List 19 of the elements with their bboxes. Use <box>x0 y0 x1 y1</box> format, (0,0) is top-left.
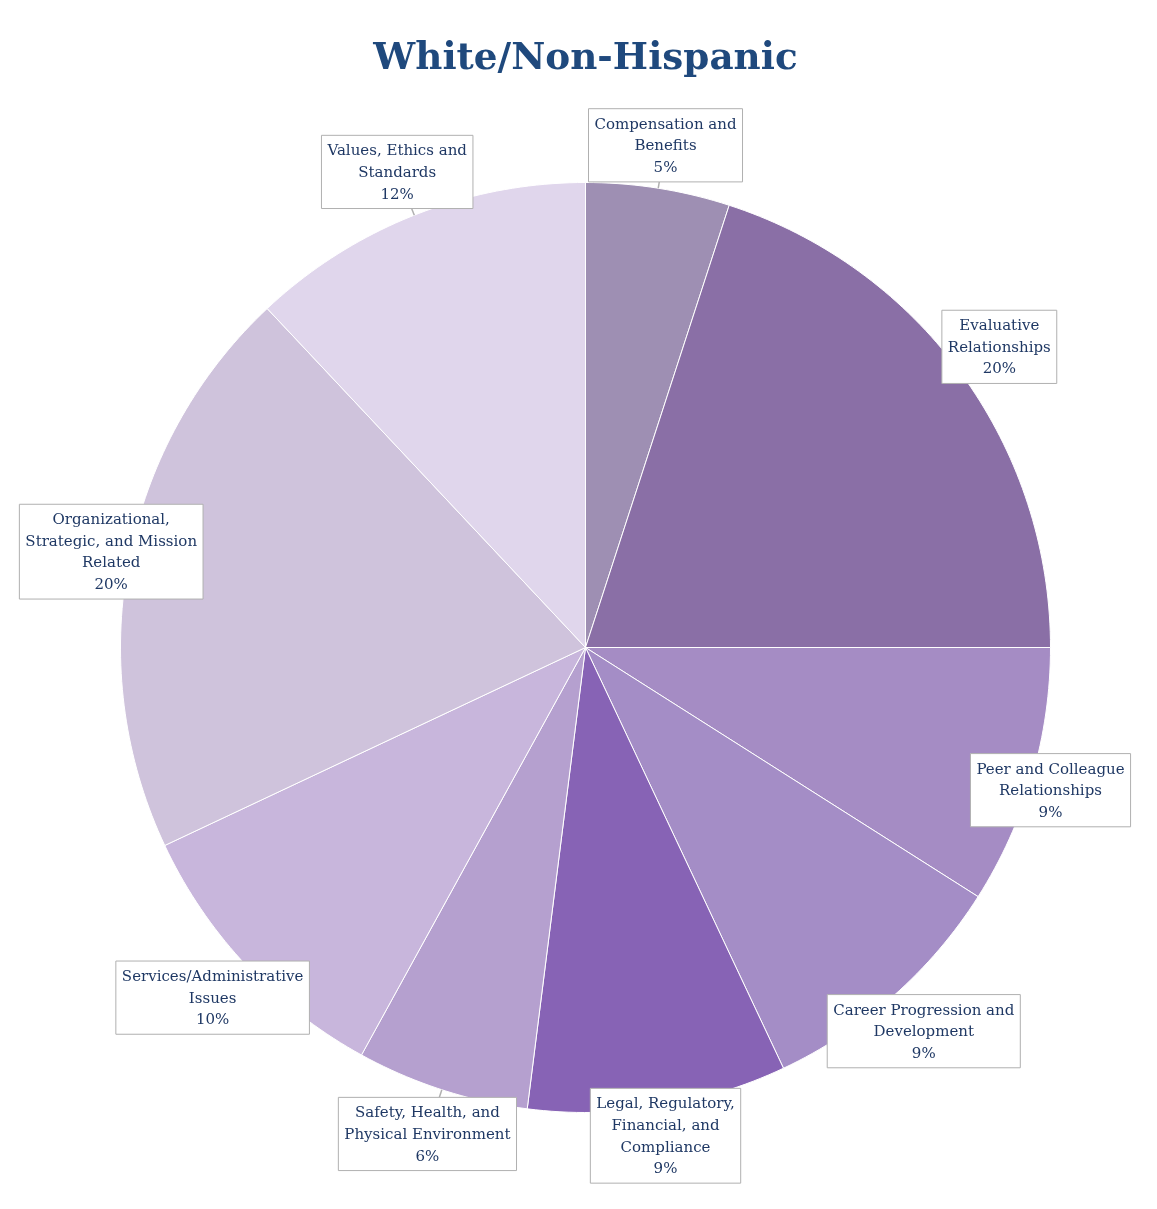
slice-label: Peer and Colleague Relationships <box>976 759 1125 800</box>
slice-label: Evaluative Relationships <box>947 316 1051 356</box>
data-label: 9% <box>653 1159 678 1178</box>
data-label: 20% <box>982 359 1016 378</box>
data-label: 10% <box>195 1010 230 1029</box>
data-label: 6% <box>415 1146 440 1165</box>
slice-label: Organizational, Strategic, and Mission Related <box>25 510 198 572</box>
slice-label: Values, Ethics and Standards <box>326 141 468 181</box>
data-label: 9% <box>911 1043 936 1062</box>
slice-label: Safety, Health, and Physical Environment <box>344 1103 511 1143</box>
slice-label: Career Progression and Development <box>833 1000 1015 1041</box>
slice-label: Services/Administrative Issues <box>121 967 304 1007</box>
data-label: 12% <box>380 184 414 203</box>
slice-label: Compensation and Benefits <box>594 114 737 155</box>
data-label: 9% <box>1038 802 1063 821</box>
chart-title: White/Non-Hispanic <box>372 33 798 78</box>
data-label: 5% <box>653 157 678 176</box>
slice-label: Legal, Regulatory, Financial, and Compliance <box>596 1094 735 1156</box>
data-label: 20% <box>94 575 128 594</box>
